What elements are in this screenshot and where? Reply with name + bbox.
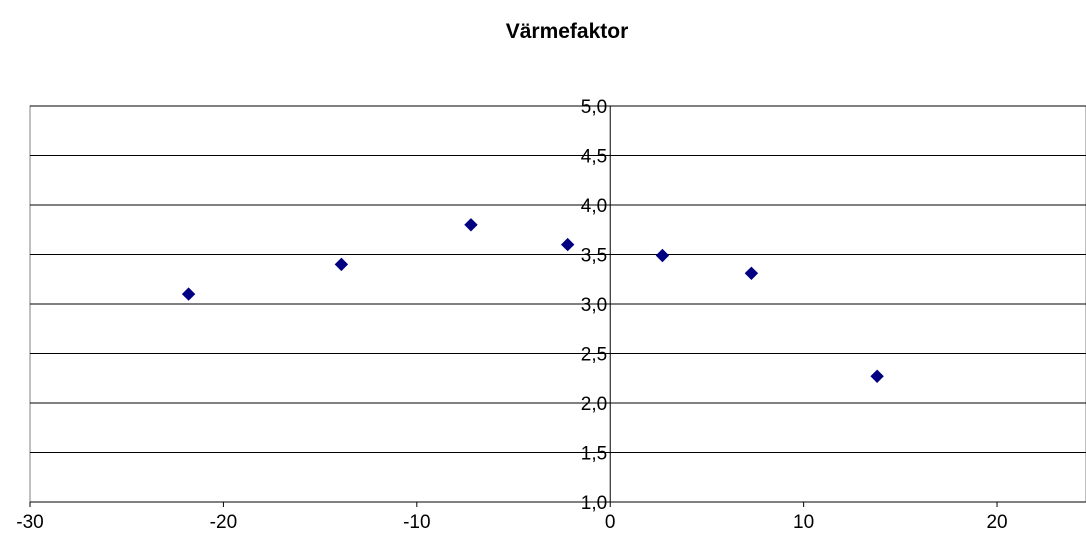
y-tick-label: 4,5	[581, 147, 607, 168]
chart-title: Värmefaktor	[506, 20, 629, 43]
y-tick-label: 1,0	[581, 493, 607, 514]
data-points	[181, 218, 884, 383]
x-tick-labels: -30 -20 -10 0 10 20	[16, 512, 1007, 533]
data-point	[464, 218, 478, 232]
y-tick-label: 3,5	[581, 246, 607, 267]
y-tick-label: 2,5	[581, 345, 607, 366]
data-point	[870, 369, 884, 383]
y-tick-label: 1,5	[581, 444, 607, 465]
x-tick-label: 0	[605, 512, 616, 533]
data-point	[181, 287, 196, 301]
y-tick-label: 5,0	[581, 97, 607, 118]
x-tick-label: -20	[210, 512, 237, 533]
x-tick-label: -30	[16, 512, 43, 533]
y-tick-label: 2,0	[581, 394, 607, 415]
x-tick-label: -10	[403, 512, 430, 533]
y-tick-labels: 1,0 1,5 2,0 2,5 3,0 3,5 4,0 4,5 5,0	[581, 97, 607, 514]
axes	[29, 105, 1086, 507]
data-point	[655, 248, 670, 263]
x-tick-label: 20	[986, 512, 1007, 533]
x-tick-label: 10	[793, 512, 814, 533]
data-point	[744, 266, 759, 281]
data-point	[560, 237, 575, 252]
data-point	[334, 257, 349, 272]
y-tick-label: 3,0	[581, 295, 607, 316]
y-tick-label: 4,0	[581, 196, 607, 217]
